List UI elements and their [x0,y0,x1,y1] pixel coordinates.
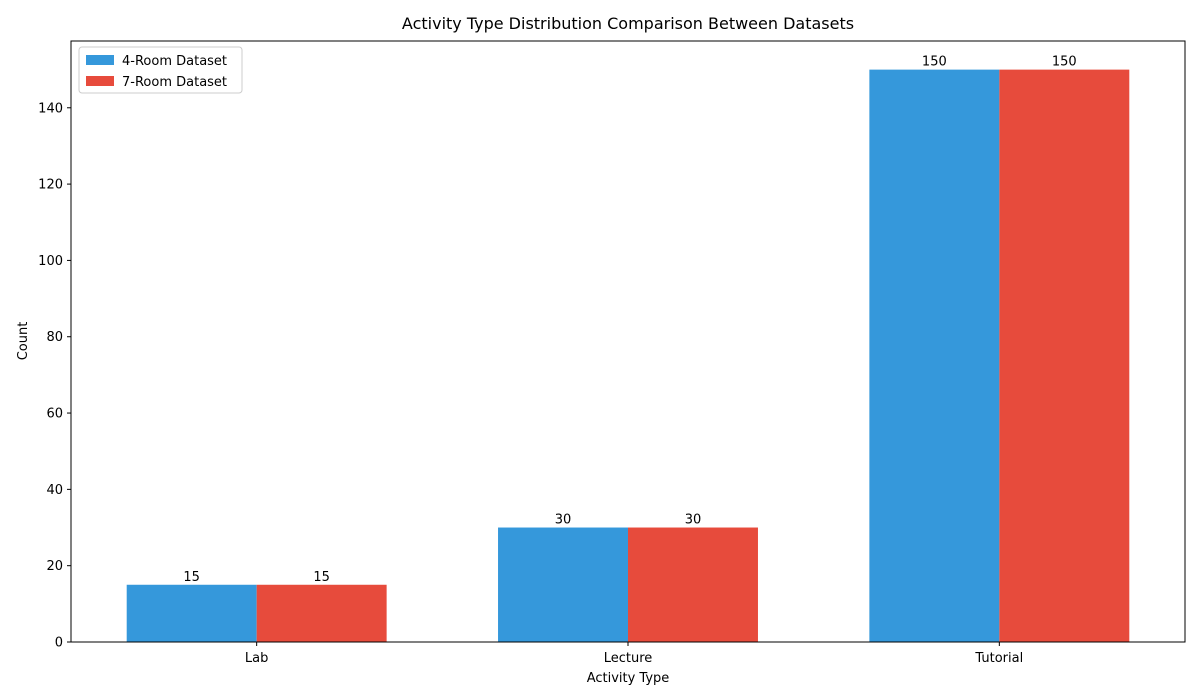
legend: 4-Room Dataset 7-Room Dataset [78,46,243,94]
bar-tutorial-series-2 [999,69,1130,643]
y-tick-label: 0 [55,636,63,651]
x-axis-label: Activity Type [587,671,670,686]
bar-value-label: 150 [1052,55,1077,70]
y-tick-label: 120 [38,178,63,193]
y-tick-label: 60 [46,407,63,422]
x-tick-label: Tutorial [974,651,1023,666]
plot-area: 15 30 150 15 30 150 [126,55,1130,643]
y-tick-label: 40 [46,483,63,498]
bar-lab-series-1 [126,584,257,642]
y-tick-label: 140 [38,101,63,116]
bar-value-label: 15 [313,570,330,585]
y-tick-label: 100 [38,254,63,269]
bar-lecture-series-1 [498,527,628,642]
y-tick-label: 80 [46,330,63,345]
axes: 0 20 40 60 80 100 120 140 Lab Lecture Tutorial [38,40,1186,666]
y-axis-label: Count [16,322,31,361]
bar-value-label: 15 [183,570,200,585]
legend-swatch [86,76,114,86]
legend-box [78,46,243,94]
chart-title: Activity Type Distribution Comparison Be… [402,14,854,33]
legend-entry-label: 4-Room Dataset [122,54,227,69]
y-tick-label: 20 [46,559,63,574]
bar-value-label: 30 [685,513,702,528]
bar-lecture-series-2 [628,527,758,642]
legend-entry-label: 7-Room Dataset [122,75,227,90]
x-tick-label: Lecture [604,651,653,666]
bar-value-label: 30 [555,513,572,528]
bar-tutorial-series-1 [869,69,1000,643]
x-tick-label: Lab [245,651,268,666]
bar-value-label: 150 [922,55,947,70]
bar-lab-series-2 [256,584,387,642]
legend-swatch [86,55,114,65]
